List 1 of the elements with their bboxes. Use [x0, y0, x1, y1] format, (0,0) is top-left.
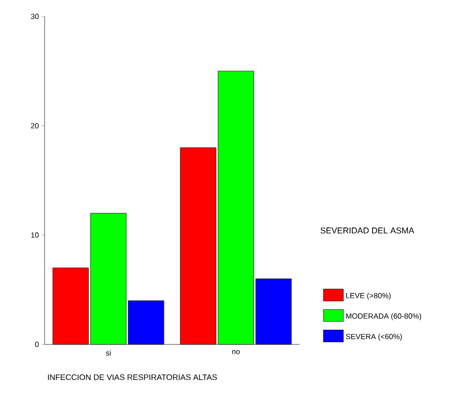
legend-title: SEVERIDAD DEL ASMA	[320, 227, 414, 234]
